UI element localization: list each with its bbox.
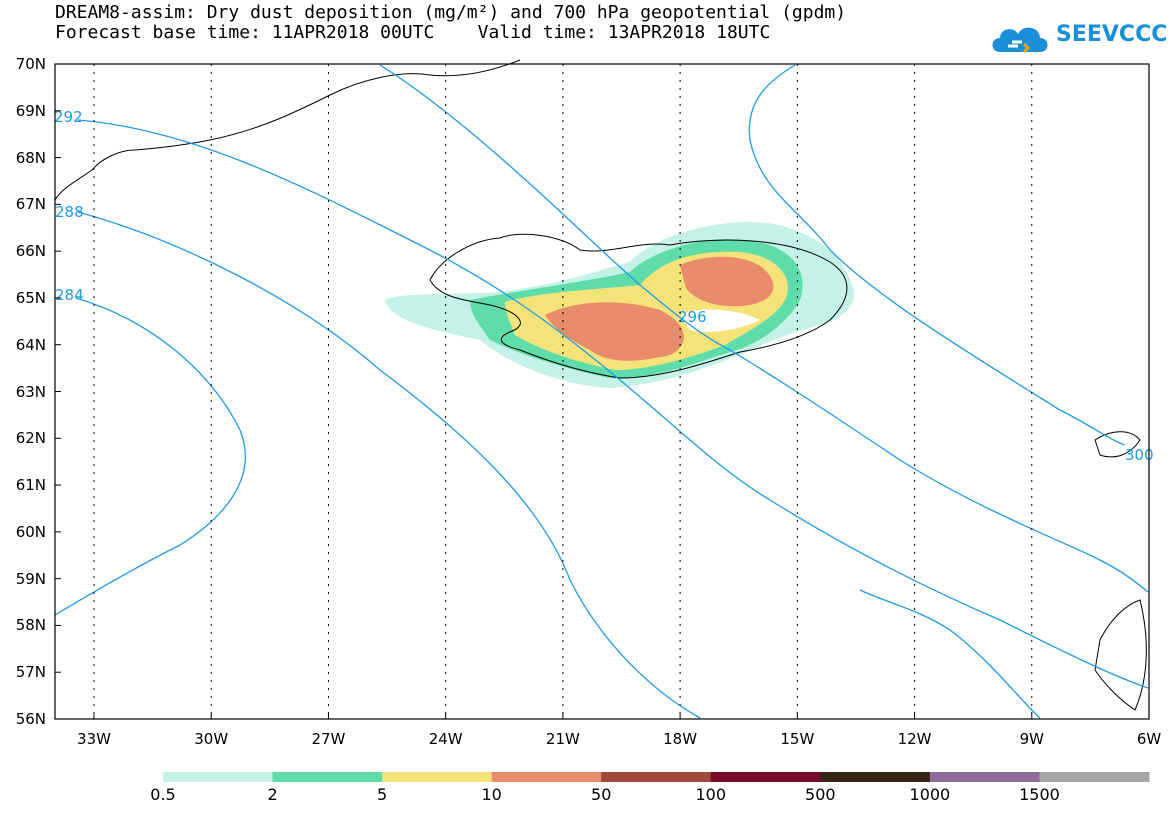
latitude-label: 56N: [15, 710, 46, 728]
latitude-label: 61N: [15, 476, 46, 495]
contour-labels: 292 288 284 296 300: [54, 108, 1154, 464]
longitude-label: 9W: [1019, 730, 1044, 748]
colorbar-swatch: [272, 772, 383, 782]
colorbar-swatch: [601, 772, 712, 782]
contour-label: 296: [678, 308, 707, 326]
latitude-label: 67N: [15, 195, 46, 214]
colorbar-label: 2: [267, 785, 278, 804]
map-subtitle: Forecast base time: 11APR2018 00UTC Vali…: [55, 22, 770, 44]
colorbar-label: 5: [377, 785, 388, 804]
longitude-label: 12W: [897, 730, 932, 748]
logo-text: SEEVCCC: [1056, 22, 1168, 47]
longitude-label: 21W: [545, 730, 580, 748]
colorbar-label: 100: [695, 785, 727, 804]
latitude-label: 63N: [15, 382, 46, 401]
longitude-label: 18W: [663, 730, 698, 748]
colorbar-swatch: [710, 772, 821, 782]
contour-label: 284: [55, 286, 84, 304]
contour-label: 292: [54, 108, 83, 126]
latitude-label: 59N: [15, 569, 46, 588]
longitude-label: 6W: [1136, 730, 1162, 748]
gridlines: [93, 64, 1033, 719]
latitude-label: 60N: [15, 522, 46, 541]
latitude-label: 64N: [15, 335, 46, 354]
valid-time: 13APR2018 18UTC: [607, 22, 771, 43]
longitude-label: 30W: [194, 730, 229, 748]
dust-deposition-fill: [385, 222, 854, 388]
latitude-label: 58N: [15, 616, 46, 635]
seevccc-cloud-logo-icon: [992, 27, 1048, 54]
longitude-label: 33W: [77, 730, 111, 748]
longitude-label: 24W: [428, 730, 463, 748]
colorbar-swatch: [491, 772, 602, 782]
base-time: 11APR2018 00UTC: [271, 22, 435, 43]
base-time-label: Forecast base time:: [55, 22, 261, 43]
colorbar-swatch: [929, 772, 1040, 782]
colorbar-swatch: [1039, 772, 1150, 782]
colorbar-swatch: [163, 772, 274, 782]
geopotential-contours: [54, 64, 1149, 719]
map-frame: [54, 63, 1150, 720]
latitude-label: 66N: [15, 242, 46, 261]
longitude-label: 27W: [311, 730, 346, 748]
colorbar-label: 10: [481, 785, 502, 804]
contour-label: 288: [55, 203, 84, 221]
latitude-label: 62N: [15, 429, 46, 448]
latitude-label: 57N: [15, 663, 46, 682]
latitude-label: 65N: [15, 288, 46, 307]
colorbar-label: 500: [805, 785, 836, 804]
colorbar-swatch: [820, 772, 931, 782]
latitude-label: 69N: [15, 101, 46, 120]
latitude-label: 70N: [15, 55, 46, 73]
latitude-label: 68N: [15, 148, 46, 167]
colorbar-label: 50: [591, 785, 612, 804]
contour-label: 300: [1125, 446, 1154, 464]
map-title: DREAM8-assim: Dry dust deposition (mg/m²…: [55, 2, 847, 23]
colorbar-label: 1000: [909, 785, 951, 804]
valid-time-label: Valid time:: [477, 22, 597, 43]
colorbar-label: 0.5: [150, 785, 176, 804]
colorbar: [163, 772, 1150, 782]
longitude-label: 15W: [780, 730, 815, 748]
axis-ticks: [55, 63, 1150, 720]
colorbar-label: 1500: [1019, 785, 1060, 804]
colorbar-swatch: [382, 772, 493, 782]
coastline: [54, 59, 1147, 711]
